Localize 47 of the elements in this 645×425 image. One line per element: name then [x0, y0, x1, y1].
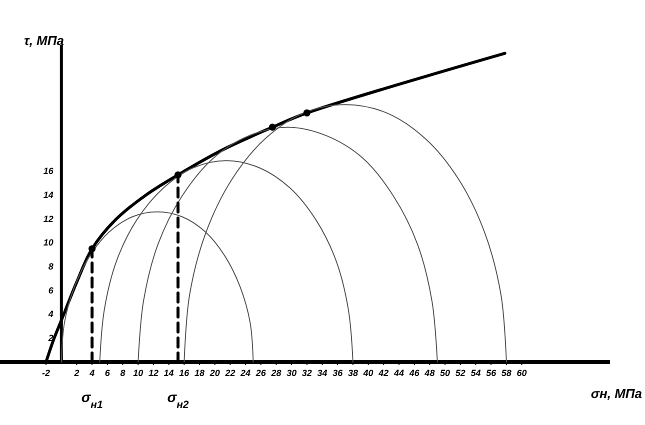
- x-tick-label: 38: [348, 368, 358, 378]
- x-tick-label: -2: [42, 368, 50, 378]
- x-tick-label: 24: [240, 368, 251, 378]
- x-tick-label: 20: [208, 368, 220, 378]
- x-tick-label: 34: [317, 368, 328, 378]
- x-tick-label: 18: [194, 368, 205, 378]
- y-tick-label: 16: [43, 166, 54, 176]
- x-tick-label: 60: [516, 368, 527, 378]
- x-tick-label: 46: [408, 368, 420, 378]
- y-tick-label: 10: [43, 238, 54, 248]
- x-tick-label: 32: [302, 368, 312, 378]
- point: [88, 245, 96, 252]
- x-tick-label: 52: [455, 368, 466, 378]
- x-tick-label: 36: [332, 368, 344, 378]
- x-tick-label: 54: [470, 368, 481, 378]
- y-tick-label: 14: [43, 190, 54, 200]
- x-tick-label: 2: [73, 368, 80, 378]
- x-tick-label: 28: [270, 368, 282, 378]
- x-tick-label: 42: [378, 368, 389, 378]
- x-tick-label: 56: [486, 368, 498, 378]
- point: [268, 124, 276, 131]
- x-tick-label: 22: [224, 368, 236, 378]
- x-axis-title: σн, МПа: [590, 386, 642, 401]
- x-tick-label: 26: [254, 368, 267, 378]
- y-tick-label: 4: [47, 309, 54, 320]
- x-tick-label: 12: [148, 368, 158, 378]
- x-tick-label: 10: [133, 368, 144, 378]
- x-tick-label: 40: [362, 368, 374, 378]
- x-tick-label: 50: [440, 368, 450, 378]
- y-axis-title: τ, МПа: [24, 33, 64, 48]
- y-tick-label: 2: [47, 333, 54, 344]
- x-tick-label: 48: [424, 368, 435, 378]
- point: [174, 171, 182, 178]
- x-tick-label: 44: [392, 368, 404, 378]
- y-tick-label: 12: [43, 214, 54, 224]
- x-tick-label: 30: [286, 368, 297, 378]
- annotation: σ$_{н2}$: [167, 389, 189, 411]
- y-tick-label: 8: [48, 262, 54, 272]
- point: [303, 109, 310, 116]
- y-tick-label: 6: [48, 285, 54, 296]
- x-tick-label: 4: [88, 368, 95, 378]
- annotation: σ$_{н1}$: [81, 389, 103, 411]
- x-tick-label: 8: [120, 368, 126, 378]
- x-tick-label: 16: [179, 368, 190, 378]
- x-tick-label: 14: [164, 368, 174, 378]
- x-tick-label: 6: [104, 368, 111, 378]
- x-tick-label: 58: [501, 368, 512, 378]
